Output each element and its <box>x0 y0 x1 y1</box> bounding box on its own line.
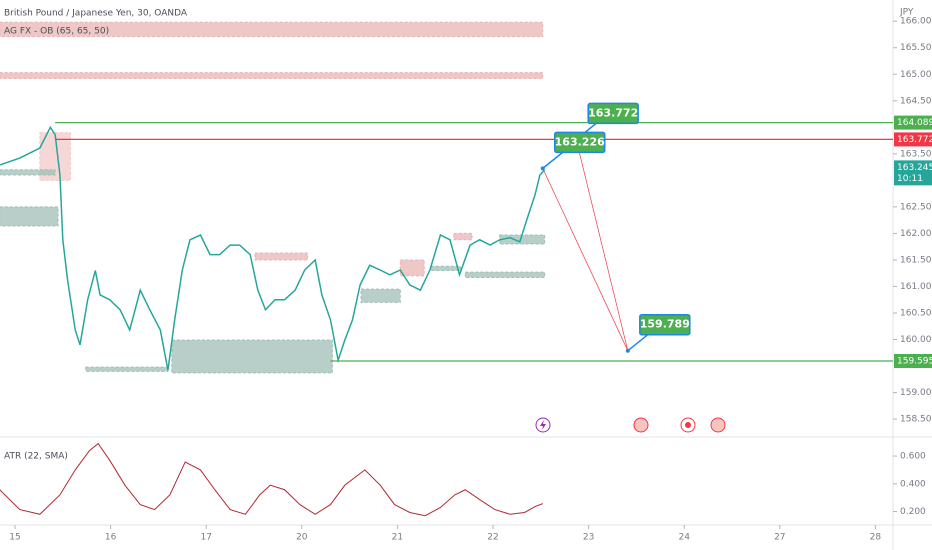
level-label: 164.089 <box>897 118 932 128</box>
event-glyph <box>685 422 691 428</box>
callout-label: 159.789 <box>640 318 690 331</box>
callout-arrow <box>542 151 564 169</box>
y-tick-label: 160.000 <box>900 335 932 345</box>
y-tick-label: 161.500 <box>900 255 932 265</box>
projection <box>542 168 629 351</box>
chart-title: British Pound / Japanese Yen, 30, OANDA <box>4 9 188 19</box>
y-tick-label: 162.500 <box>900 202 932 212</box>
projection <box>575 139 629 351</box>
order-block <box>464 271 546 278</box>
order-block <box>85 366 169 372</box>
order-block <box>430 265 462 272</box>
callout-arrow <box>627 334 649 352</box>
callout-box <box>587 102 639 125</box>
y-tick-label: 158.500 <box>900 415 932 425</box>
x-tick-label: 17 <box>200 533 211 543</box>
level-label-bg <box>894 353 932 368</box>
level-label-bg <box>894 132 932 147</box>
y-tick-label: 159.000 <box>900 388 932 398</box>
order-block <box>0 72 544 80</box>
event-icon[interactable] <box>633 417 649 433</box>
x-tick-label: 27 <box>774 533 785 543</box>
x-tick-label: 22 <box>487 533 498 543</box>
callout-point <box>540 166 545 171</box>
currency-label: JPY <box>899 8 914 18</box>
order-block <box>399 259 425 277</box>
x-tick-label: 15 <box>9 533 20 543</box>
x-tick-label: 24 <box>678 533 690 543</box>
y-tick-label: 166.000 <box>900 17 932 27</box>
x-tick-label: 20 <box>296 533 308 543</box>
last-price-label: 163.245 <box>897 163 932 173</box>
order-block <box>453 232 473 241</box>
level-label-bg <box>894 115 932 130</box>
callout-point <box>625 348 630 353</box>
y-tick-label: 164.500 <box>900 96 932 106</box>
plot: 158.500 159.000 160.000 160.500 161.000 161.5… <box>0 17 932 543</box>
order-block <box>0 21 544 38</box>
last-price-bg <box>894 160 932 186</box>
y-tick-label: 0.400 <box>900 479 926 489</box>
order-block <box>254 252 309 261</box>
countdown: 10:11 <box>897 174 923 184</box>
y-tick-label: 165.500 <box>900 43 932 53</box>
order-block <box>0 206 59 227</box>
event-glyph <box>540 420 546 430</box>
x-tick-label: 21 <box>392 533 403 543</box>
y-tick-label: 0.200 <box>900 507 926 517</box>
callout-label: 163.772 <box>588 106 638 119</box>
y-tick-label: 0.600 <box>900 452 926 462</box>
atr-line <box>0 442 543 517</box>
x-tick-label: 16 <box>105 533 117 543</box>
order-block <box>171 339 333 374</box>
callout-box <box>639 313 691 336</box>
indicator-label: AG FX - OB (65, 65, 50) <box>4 27 109 37</box>
y-tick-label: 161.000 <box>900 282 932 292</box>
order-block <box>0 169 56 176</box>
event-icon[interactable] <box>710 417 726 433</box>
level-label: 159.595 <box>897 356 932 366</box>
level-label: 163.772 <box>897 135 932 145</box>
y-tick-label: 162.000 <box>900 229 932 239</box>
y-tick-label: 160.500 <box>900 308 932 318</box>
callout-box <box>553 131 606 154</box>
x-tick-label: 28 <box>870 533 882 543</box>
y-tick-label: 165.000 <box>900 70 932 80</box>
y-tick-label: 163.500 <box>900 149 932 159</box>
price-line <box>0 125 546 371</box>
event-icons <box>535 417 726 433</box>
x-tick-label: 23 <box>583 533 594 543</box>
order-block <box>360 288 401 303</box>
atr-title: ATR (22, SMA) <box>4 452 68 462</box>
callout-label: 163.226 <box>555 135 605 148</box>
